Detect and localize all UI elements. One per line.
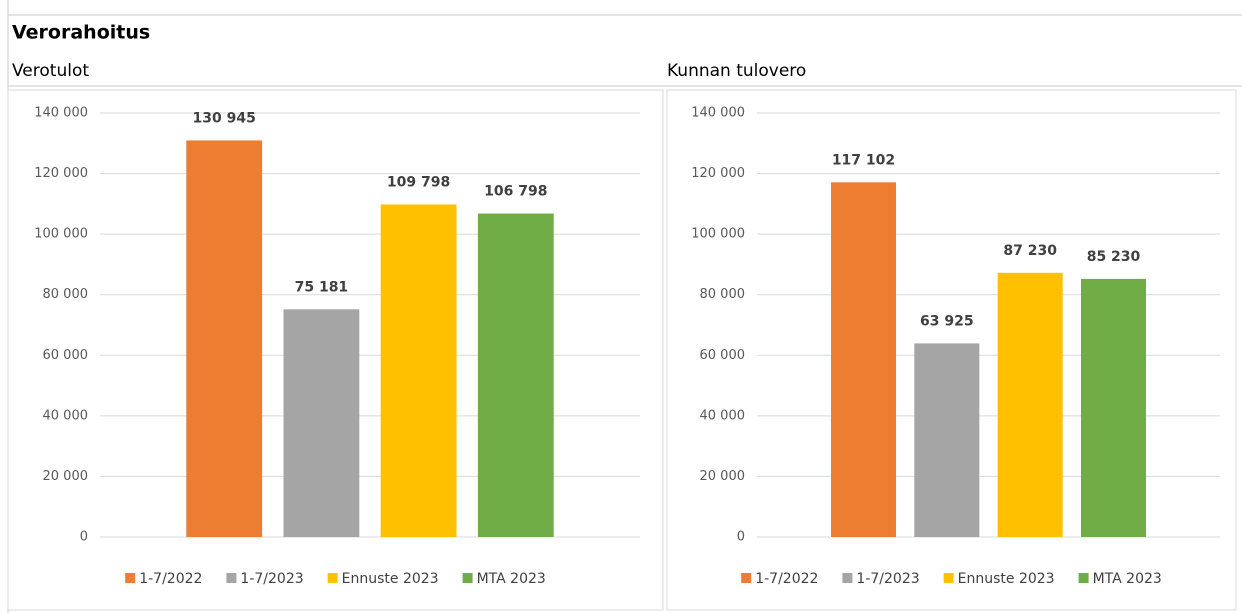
bar <box>477 213 554 537</box>
value-label: 85 230 <box>1087 249 1141 265</box>
value-label: 75 181 <box>295 279 349 295</box>
legend-swatch <box>1078 573 1089 583</box>
legend-label: Ennuste 2023 <box>958 571 1055 587</box>
value-label: 63 925 <box>920 313 974 329</box>
page-title: Verorahoitus <box>12 22 150 44</box>
y-tick-label: 0 <box>80 530 88 545</box>
legend-label: MTA 2023 <box>477 571 546 587</box>
y-tick-label: 20 000 <box>43 469 89 484</box>
y-tick-label: 80 000 <box>700 287 746 302</box>
legend-label: 1-7/2023 <box>856 571 919 587</box>
legend-swatch <box>226 573 237 583</box>
y-tick-label: 0 <box>737 530 745 545</box>
bar <box>186 140 263 538</box>
y-tick-label: 60 000 <box>43 348 89 363</box>
y-tick-label: 120 000 <box>691 166 745 181</box>
chart-title: Kunnan tulovero <box>667 61 806 81</box>
legend-swatch <box>125 573 136 583</box>
chart-frame <box>666 89 1237 611</box>
y-tick-label: 60 000 <box>700 348 746 363</box>
legend-label: Ennuste 2023 <box>342 571 439 587</box>
bar <box>283 309 360 537</box>
chart-title: Verotulot <box>12 61 89 81</box>
value-label: 109 798 <box>387 174 450 190</box>
legend-swatch <box>842 573 853 583</box>
value-label: 117 102 <box>832 152 895 168</box>
chart-frame <box>7 89 664 611</box>
bar <box>997 272 1063 537</box>
bar <box>914 343 980 537</box>
legend-swatch <box>741 573 752 583</box>
y-tick-label: 140 000 <box>34 106 88 121</box>
y-tick-label: 120 000 <box>34 166 88 181</box>
value-label: 106 798 <box>484 184 547 200</box>
value-label: 87 230 <box>1003 243 1057 259</box>
y-tick-label: 80 000 <box>43 287 89 302</box>
y-tick-label: 20 000 <box>700 469 746 484</box>
legend-label: 1-7/2022 <box>755 571 818 587</box>
bar <box>1081 278 1147 537</box>
legend-label: 1-7/2022 <box>139 571 202 587</box>
y-tick-label: 40 000 <box>700 408 746 423</box>
bar <box>830 182 896 537</box>
legend-swatch <box>327 573 338 583</box>
legend-label: MTA 2023 <box>1093 571 1162 587</box>
bar <box>380 204 457 537</box>
legend-swatch <box>943 573 954 583</box>
y-tick-label: 100 000 <box>34 227 88 242</box>
value-label: 130 945 <box>193 110 256 126</box>
y-tick-label: 40 000 <box>43 408 89 423</box>
y-tick-label: 140 000 <box>691 106 745 121</box>
y-tick-label: 100 000 <box>691 227 745 242</box>
legend-swatch <box>462 573 473 583</box>
legend-label: 1-7/2023 <box>240 571 303 587</box>
